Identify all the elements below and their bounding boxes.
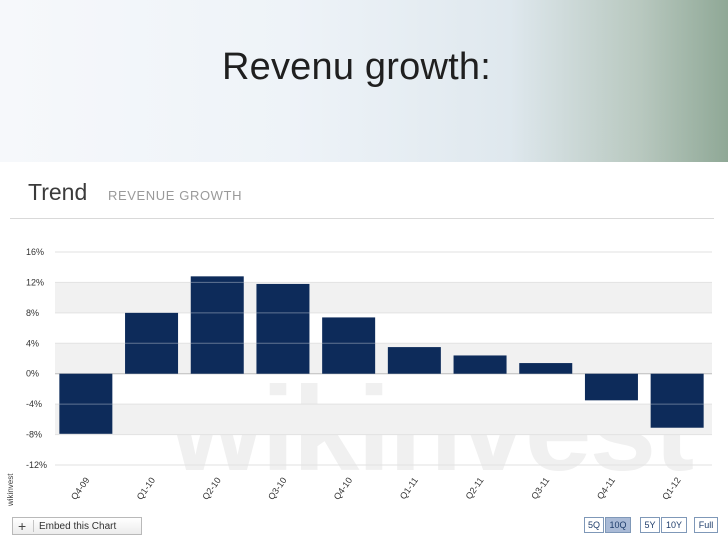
bar-q4-10 (322, 317, 376, 374)
bar-q1-10 (125, 312, 179, 374)
x-tick-label: Q4-09 (69, 475, 92, 501)
range-button-10y[interactable]: 10Y (661, 517, 687, 533)
grid-band (55, 404, 712, 435)
slide-header (0, 0, 728, 162)
range-button-10q[interactable]: 10Q (605, 517, 631, 533)
chart-title: Trend (28, 179, 88, 205)
range-button-5q[interactable]: 5Q (584, 517, 604, 533)
bar-q4-11 (584, 373, 638, 401)
grid-band (55, 282, 712, 313)
x-tick-label: Q3-11 (529, 475, 551, 501)
y-tick-label: 16% (26, 247, 44, 257)
bar-q1-12 (650, 373, 704, 428)
y-tick-label: -4% (26, 399, 42, 409)
y-tick-label: 8% (26, 308, 39, 318)
y-tick-label: 12% (26, 277, 44, 287)
x-tick-label: Q1-11 (398, 475, 420, 501)
plus-icon: + (18, 518, 27, 534)
y-tick-label: 0% (26, 369, 39, 379)
y-tick-label: -12% (26, 460, 47, 470)
x-tick-label: Q1-12 (660, 475, 683, 501)
range-button-full[interactable]: Full (694, 517, 718, 533)
y-tick-label: 4% (26, 338, 39, 348)
bar-q3-10 (256, 283, 310, 374)
bar-q2-11 (453, 355, 507, 374)
embed-chart-button[interactable]: + Embed this Chart (12, 517, 142, 535)
range-button-5y[interactable]: 5Y (640, 517, 660, 533)
x-tick-label: Q2-11 (464, 475, 486, 501)
x-tick-label: Q2-10 (200, 475, 223, 501)
title-divider (10, 218, 714, 219)
x-tick-label: Q1-10 (135, 475, 158, 501)
bar-q1-11 (387, 347, 441, 374)
bar-q2-10 (190, 276, 244, 374)
side-brand-logo: wikinvest (6, 473, 15, 506)
y-tick-label: -8% (26, 430, 42, 440)
bar-q3-11 (519, 363, 573, 374)
x-tick-label: Q4-10 (332, 475, 355, 501)
x-tick-label: Q4-11 (595, 475, 617, 501)
chart-subtitle: REVENUE GROWTH (108, 188, 243, 203)
x-tick-label: Q3-10 (266, 475, 289, 501)
embed-chart-label: Embed this Chart (39, 521, 117, 532)
bar-q4-09 (59, 373, 113, 434)
button-separator (33, 520, 34, 532)
slide-title: Revenu growth: (222, 46, 491, 88)
